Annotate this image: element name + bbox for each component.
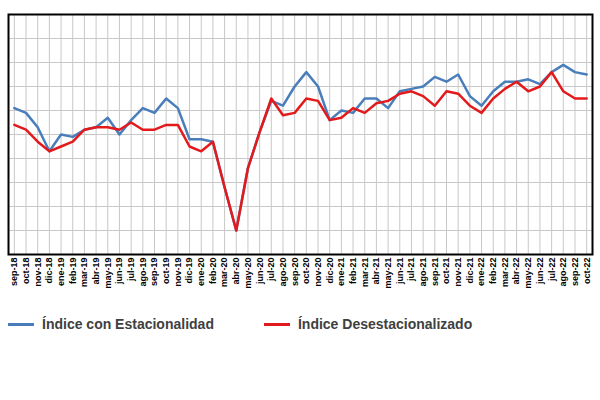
svg-text:ago-22: ago-22 — [558, 258, 568, 287]
svg-text:dic-18: dic-18 — [44, 258, 54, 284]
svg-text:sep-22: sep-22 — [570, 258, 580, 287]
svg-text:dic-21: dic-21 — [465, 258, 475, 284]
svg-text:jul-20: jul-20 — [266, 258, 276, 283]
svg-text:mar-19: mar-19 — [79, 258, 89, 288]
svg-text:abr-21: abr-21 — [371, 258, 381, 285]
svg-text:feb-20: feb-20 — [208, 258, 218, 285]
svg-text:ago-20: ago-20 — [278, 258, 288, 287]
svg-text:nov-18: nov-18 — [33, 258, 43, 287]
svg-text:ago-19: ago-19 — [138, 258, 148, 287]
svg-text:abr-19: abr-19 — [91, 258, 101, 285]
svg-text:feb-19: feb-19 — [68, 258, 78, 285]
svg-text:may-20: may-20 — [243, 258, 253, 289]
svg-text:sep-19: sep-19 — [149, 258, 159, 287]
svg-text:jun-19: jun-19 — [114, 258, 124, 286]
svg-text:sep-21: sep-21 — [430, 258, 440, 287]
svg-text:jun-20: jun-20 — [255, 258, 265, 286]
svg-text:sep-20: sep-20 — [290, 258, 300, 287]
svg-text:feb-21: feb-21 — [348, 258, 358, 285]
svg-text:mar-21: mar-21 — [360, 258, 370, 288]
svg-text:abr-20: abr-20 — [231, 258, 241, 285]
svg-text:jul-21: jul-21 — [406, 258, 416, 283]
svg-text:dic-20: dic-20 — [325, 258, 335, 284]
svg-text:jun-21: jun-21 — [395, 258, 405, 286]
svg-text:oct-20: oct-20 — [301, 258, 311, 285]
svg-text:feb-22: feb-22 — [488, 258, 498, 285]
svg-text:abr-22: abr-22 — [511, 258, 521, 285]
svg-text:oct-18: oct-18 — [21, 258, 31, 285]
svg-text:oct-19: oct-19 — [161, 258, 171, 285]
svg-text:ene-19: ene-19 — [56, 258, 66, 287]
svg-text:jul-22: jul-22 — [547, 258, 557, 283]
svg-text:dic-19: dic-19 — [184, 258, 194, 284]
svg-text:ene-20: ene-20 — [196, 258, 206, 287]
html-text:Índice con Estacionalidad: Índice con Estacionalidad — [42, 316, 214, 332]
svg-text:may-19: may-19 — [103, 258, 113, 289]
svg-text:ene-21: ene-21 — [336, 258, 346, 287]
svg-text:mar-22: mar-22 — [500, 258, 510, 288]
svg-text:may-21: may-21 — [383, 258, 393, 289]
svg-text:may-22: may-22 — [523, 258, 533, 289]
svg-text:sep-18: sep-18 — [9, 258, 19, 287]
svg-text:jul-19: jul-19 — [126, 258, 136, 283]
svg-text:mar-20: mar-20 — [219, 258, 229, 288]
svg-text:nov-21: nov-21 — [453, 258, 463, 287]
svg-text:jun-22: jun-22 — [535, 258, 545, 286]
svg-text:oct-22: oct-22 — [582, 258, 592, 285]
svg-text:nov-20: nov-20 — [313, 258, 323, 287]
svg-text:nov-19: nov-19 — [173, 258, 183, 287]
html-text:Índice Desestacionalizado: Índice Desestacionalizado — [297, 316, 473, 332]
svg-text:ene-22: ene-22 — [476, 258, 486, 287]
svg-text:oct-21: oct-21 — [441, 258, 451, 285]
svg-text:ago-21: ago-21 — [418, 258, 428, 287]
